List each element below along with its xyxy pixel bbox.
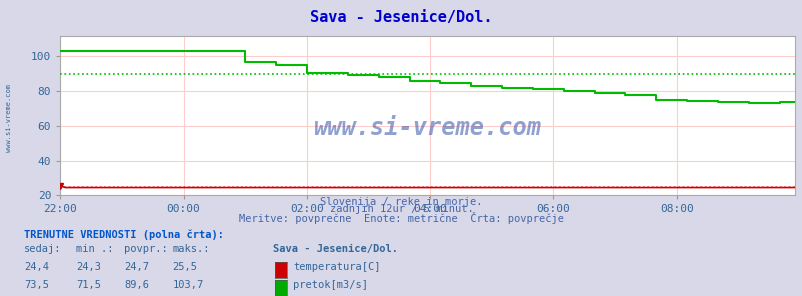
Text: sedaj:: sedaj: <box>24 244 62 254</box>
Text: www.si-vreme.com: www.si-vreme.com <box>314 116 541 140</box>
Text: maks.:: maks.: <box>172 244 210 254</box>
Text: pretok[m3/s]: pretok[m3/s] <box>293 280 367 290</box>
Text: zadnjih 12ur / 5 minut.: zadnjih 12ur / 5 minut. <box>329 204 473 214</box>
Text: 73,5: 73,5 <box>24 280 49 290</box>
Text: www.si-vreme.com: www.si-vreme.com <box>6 84 12 152</box>
Text: 24,4: 24,4 <box>24 262 49 272</box>
Text: povpr.:: povpr.: <box>124 244 168 254</box>
Text: Sava - Jesenice/Dol.: Sava - Jesenice/Dol. <box>273 244 398 254</box>
Text: 25,5: 25,5 <box>172 262 197 272</box>
Text: Slovenija / reke in morje.: Slovenija / reke in morje. <box>320 197 482 207</box>
Text: 89,6: 89,6 <box>124 280 149 290</box>
Text: Sava - Jesenice/Dol.: Sava - Jesenice/Dol. <box>310 10 492 25</box>
Text: temperatura[C]: temperatura[C] <box>293 262 380 272</box>
Text: 103,7: 103,7 <box>172 280 204 290</box>
Text: 24,7: 24,7 <box>124 262 149 272</box>
Text: 24,3: 24,3 <box>76 262 101 272</box>
Text: 71,5: 71,5 <box>76 280 101 290</box>
Text: TRENUTNE VREDNOSTI (polna črta):: TRENUTNE VREDNOSTI (polna črta): <box>24 229 224 240</box>
Text: Meritve: povprečne  Enote: metrične  Črta: povprečje: Meritve: povprečne Enote: metrične Črta:… <box>239 212 563 224</box>
Text: min .:: min .: <box>76 244 114 254</box>
